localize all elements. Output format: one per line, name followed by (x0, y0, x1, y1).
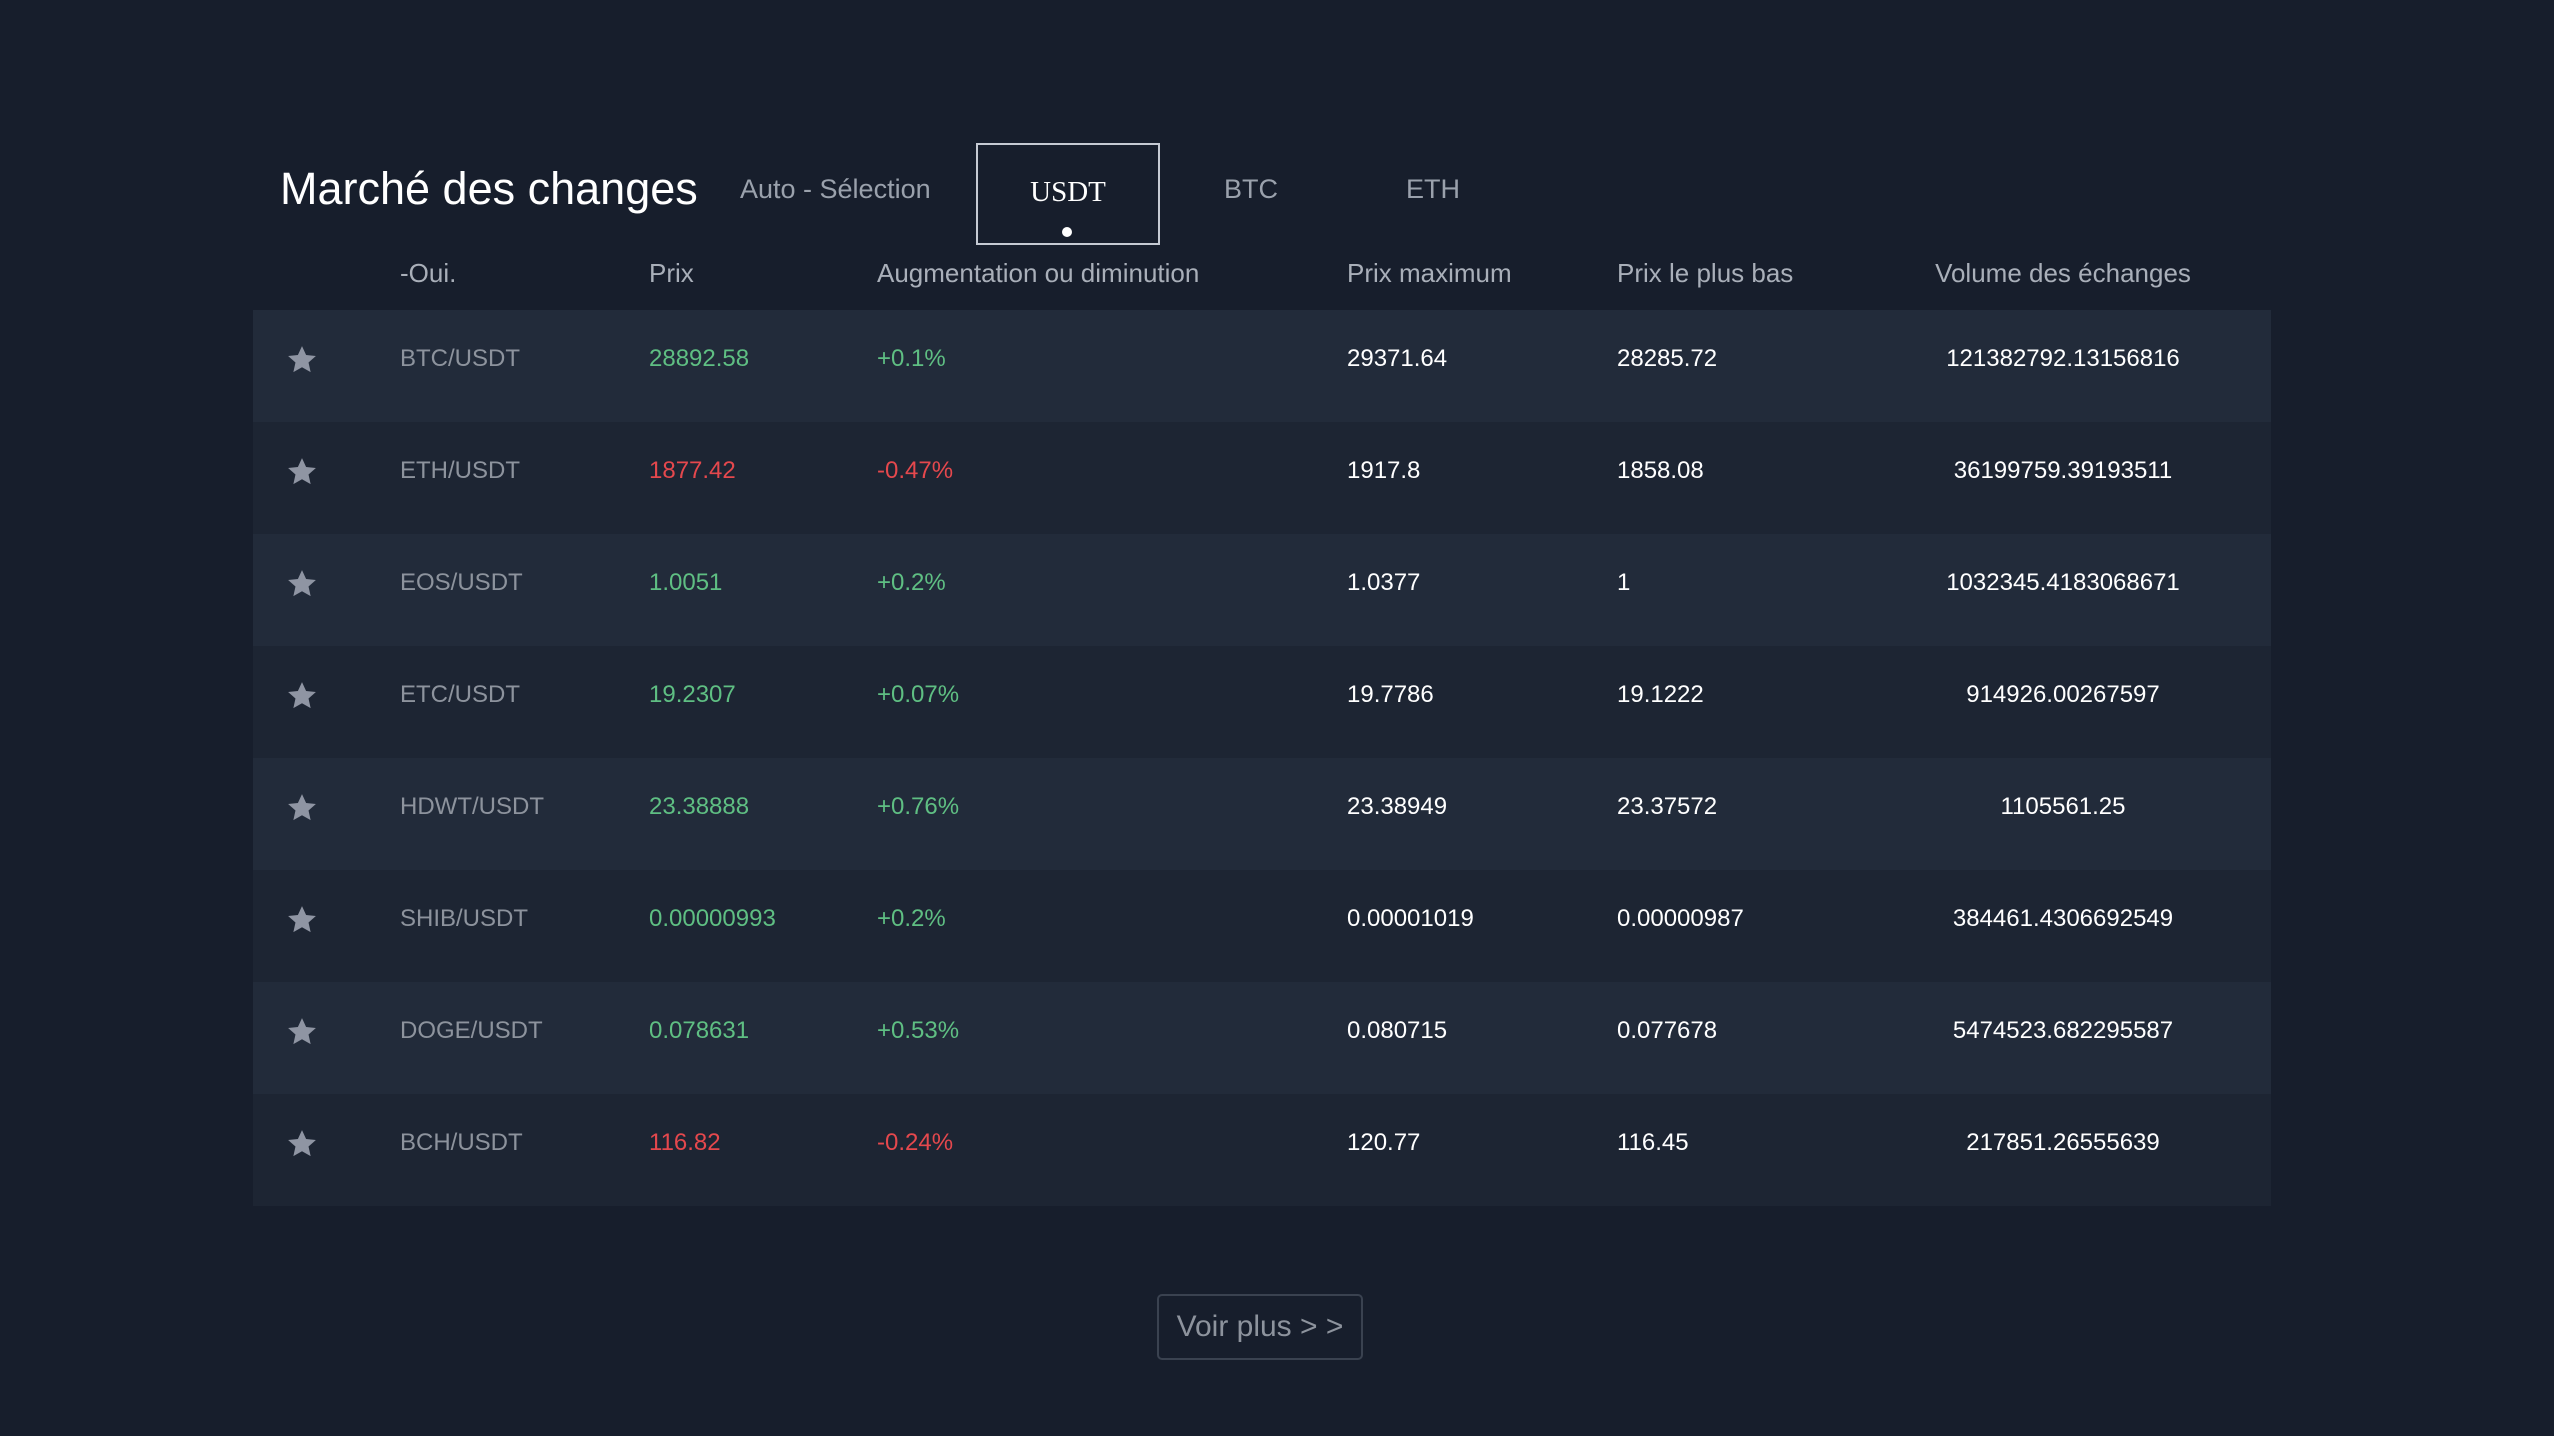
price-cell: 0.00000993 (649, 905, 776, 932)
table-row[interactable]: SHIB/USDT 0.00000993 +0.2% 0.00001019 0.0000… (253, 870, 2271, 982)
low-price-cell: 0.077678 (1617, 1017, 1718, 1044)
change-cell: +0.76% (877, 793, 960, 820)
column-header-price[interactable]: Prix (649, 258, 694, 288)
column-header-high[interactable]: Prix maximum (1347, 258, 1512, 288)
table-row[interactable]: ETC/USDT 19.2307 +0.07% 19.7786 19.1222 91492… (253, 646, 2271, 758)
volume-cell: 36199759.39193511 (1953, 457, 2173, 484)
tab-auto-selection[interactable]: Auto - Sélection (740, 174, 931, 204)
market-header: Marché des changes Auto - Sélection USDT… (253, 143, 2271, 245)
change-cell: -0.47% (877, 457, 954, 484)
price-cell: 0.078631 (649, 1017, 750, 1044)
column-header-pair[interactable]: -Oui. (400, 258, 457, 288)
page-title: Marché des changes (280, 163, 698, 214)
change-cell: +0.2% (877, 905, 946, 932)
price-cell: 28892.58 (649, 345, 750, 372)
table-row[interactable]: BTC/USDT 28892.58 +0.1% 29371.64 28285.72 121… (253, 310, 2271, 422)
change-cell: +0.1% (877, 345, 946, 372)
pair-cell: SHIB/USDT (400, 905, 529, 932)
volume-cell: 914926.00267597 (1966, 681, 2160, 708)
star-icon[interactable] (285, 679, 319, 713)
tab-eth[interactable]: ETH (1406, 174, 1460, 204)
high-price-cell: 0.080715 (1347, 1017, 1448, 1044)
table-row[interactable]: ETH/USDT 1877.42 -0.47% 1917.8 1858.08 361997… (253, 422, 2271, 534)
column-header-volume[interactable]: Volume des échanges (1935, 258, 2191, 288)
price-cell: 116.82 (649, 1129, 721, 1156)
low-price-cell: 28285.72 (1617, 345, 1718, 372)
star-icon[interactable] (285, 1015, 319, 1049)
low-price-cell: 23.37572 (1617, 793, 1718, 820)
table-row[interactable]: BCH/USDT 116.82 -0.24% 120.77 116.45 217851.2… (253, 1094, 2271, 1206)
column-header-low[interactable]: Prix le plus bas (1617, 258, 1794, 288)
market-table-body: BTC/USDT 28892.58 +0.1% 29371.64 28285.72 121… (253, 310, 2271, 1206)
change-cell: +0.07% (877, 681, 960, 708)
tab-usdt[interactable]: USDT (976, 143, 1160, 245)
change-cell: +0.2% (877, 569, 946, 596)
star-icon[interactable] (285, 1127, 319, 1161)
pair-cell: ETC/USDT (400, 681, 520, 708)
pair-cell: HDWT/USDT (400, 793, 544, 820)
price-cell: 19.2307 (649, 681, 736, 708)
volume-cell: 217851.26555639 (1966, 1129, 2160, 1156)
price-cell: 1.0051 (649, 569, 723, 596)
star-icon[interactable] (285, 567, 319, 601)
volume-cell: 384461.4306692549 (1952, 905, 2174, 932)
pair-cell: DOGE/USDT (400, 1017, 543, 1044)
price-cell: 23.38888 (649, 793, 750, 820)
table-row[interactable]: EOS/USDT 1.0051 +0.2% 1.0377 1 1032345.418306… (253, 534, 2271, 646)
volume-cell: 1105561.25 (2000, 793, 2126, 820)
column-header-change[interactable]: Augmentation ou diminution (877, 258, 1200, 288)
table-header: -Oui. Prix Augmentation ou diminution Pr… (253, 243, 2271, 310)
star-icon[interactable] (285, 455, 319, 489)
high-price-cell: 29371.64 (1347, 345, 1448, 372)
low-price-cell: 116.45 (1617, 1129, 1689, 1156)
table-row[interactable]: HDWT/USDT 23.38888 +0.76% 23.38949 23.37572 1… (253, 758, 2271, 870)
pair-cell: BCH/USDT (400, 1129, 523, 1156)
price-cell: 1877.42 (649, 457, 736, 484)
pair-cell: EOS/USDT (400, 569, 523, 596)
star-icon[interactable] (285, 903, 319, 937)
low-price-cell: 0.00000987 (1617, 905, 1744, 932)
volume-cell: 5474523.682295587 (1952, 1017, 2174, 1044)
market-panel: Marché des changes Auto - Sélection USDT… (253, 143, 2271, 1206)
tab-usdt-label: USDT (1030, 176, 1106, 208)
low-price-cell: 19.1222 (1617, 681, 1704, 708)
pair-cell: ETH/USDT (400, 457, 520, 484)
tab-btc[interactable]: BTC (1224, 174, 1278, 204)
change-cell: -0.24% (877, 1129, 954, 1156)
high-price-cell: 120.77 (1347, 1129, 1421, 1156)
low-price-cell: 1 (1617, 569, 1631, 596)
high-price-cell: 0.00001019 (1347, 905, 1474, 932)
active-tab-indicator (1062, 227, 1072, 237)
high-price-cell: 19.7786 (1347, 681, 1434, 708)
pair-cell: BTC/USDT (400, 345, 520, 372)
change-cell: +0.53% (877, 1017, 960, 1044)
see-more-button[interactable]: Voir plus > > (1157, 1294, 1363, 1360)
star-icon[interactable] (285, 791, 319, 825)
volume-cell: 1032345.4183068671 (1946, 569, 2180, 596)
high-price-cell: 1.0377 (1347, 569, 1421, 596)
star-icon[interactable] (285, 343, 319, 377)
volume-cell: 121382792.13156816 (1946, 345, 2180, 372)
table-row[interactable]: DOGE/USDT 0.078631 +0.53% 0.080715 0.077678 5… (253, 982, 2271, 1094)
high-price-cell: 23.38949 (1347, 793, 1448, 820)
high-price-cell: 1917.8 (1347, 457, 1421, 484)
low-price-cell: 1858.08 (1617, 457, 1704, 484)
